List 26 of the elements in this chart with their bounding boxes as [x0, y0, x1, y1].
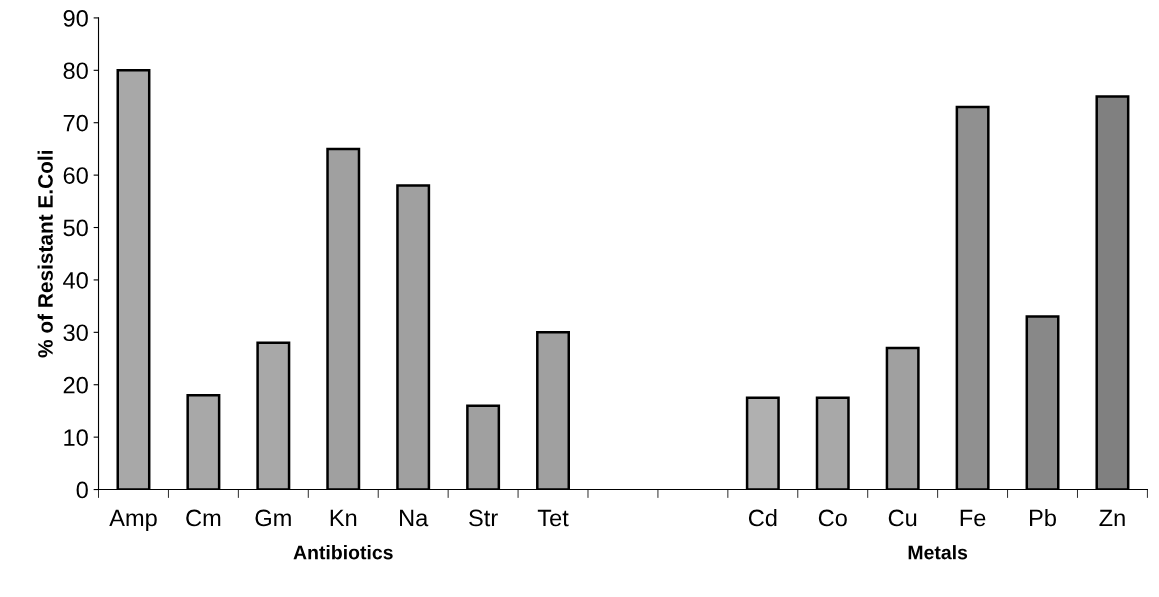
x-tick-label: Str [469, 509, 498, 527]
y-tick-label: 90 [63, 9, 88, 27]
x-tick-label: Gm [255, 509, 291, 527]
x-tick-label: Zn [1099, 509, 1125, 527]
x-tick-label: Na [400, 509, 429, 527]
text: Metals [908, 545, 968, 560]
y-axis-title: % of Resistant E.Coli [37, 151, 53, 358]
x-tick-label: Cm [186, 509, 221, 527]
y-tick-label: 30 [63, 324, 88, 342]
x-tick-label: Amp [109, 509, 157, 531]
y-tick-label: 20 [63, 376, 88, 394]
x-tick-label: Cu [888, 509, 917, 527]
y-tick-label: 50 [63, 219, 88, 237]
x-tick-label: Tet [537, 509, 569, 527]
x-tick-label: Fe [960, 509, 986, 527]
x-tick-label: Cd [748, 508, 777, 527]
x-tick-label: Pb [1030, 508, 1056, 527]
x-tick-label: Kn [330, 509, 357, 527]
y-tick-label: 0 [76, 481, 88, 499]
y-tick-label: 60 [63, 167, 88, 184]
y-tick-label: 10 [64, 429, 88, 446]
x-tick-label: Co [818, 509, 847, 527]
y-tick-label: 80 [63, 62, 88, 80]
y-tick-label: 40 [63, 271, 88, 289]
y-tick-label: 70 [63, 114, 88, 132]
text: Antibiotics [293, 545, 393, 560]
